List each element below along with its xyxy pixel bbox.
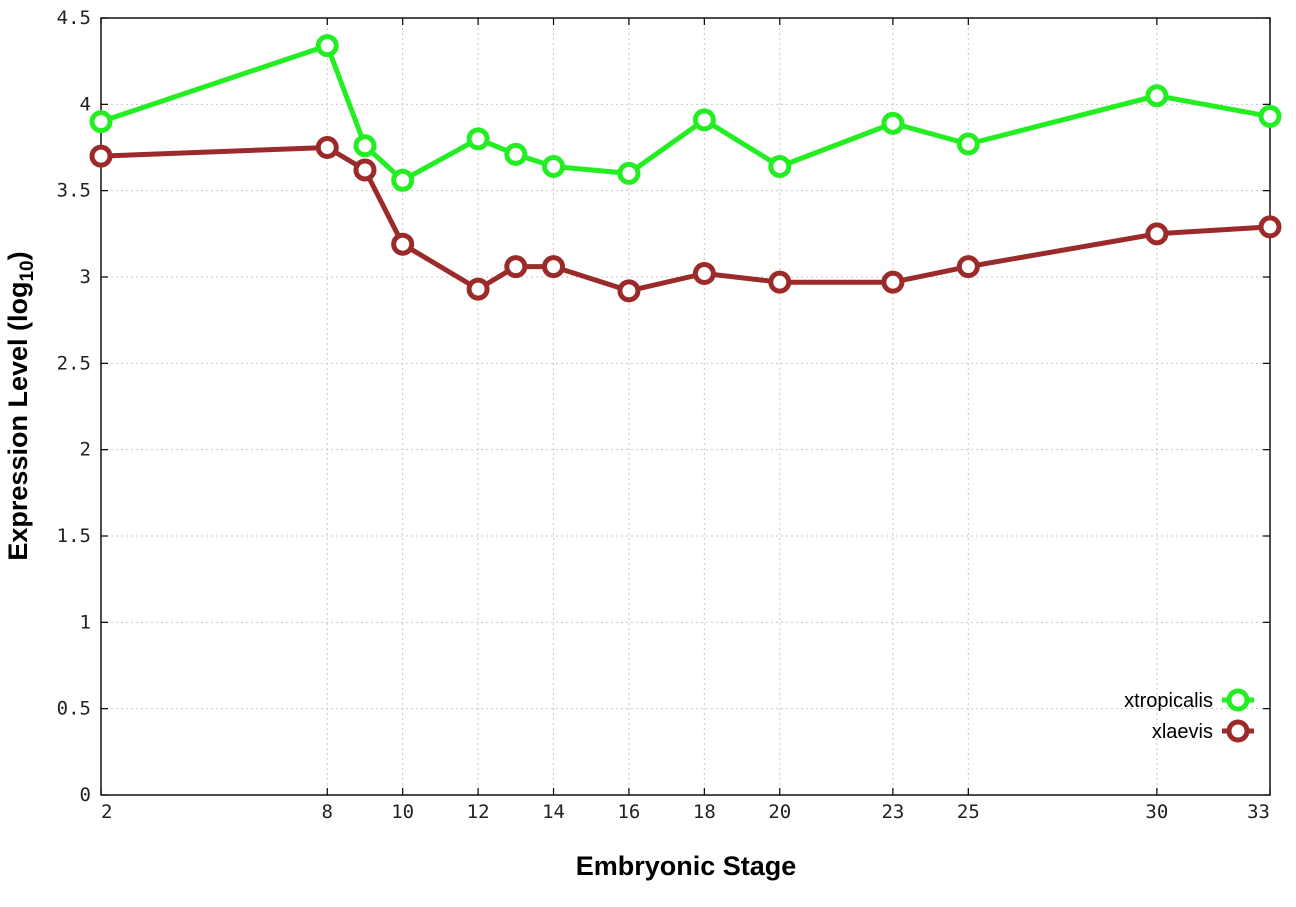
data-point-xlaevis: [466, 277, 490, 301]
x-tick-label: 14: [542, 801, 565, 823]
data-point-xlaevis: [956, 255, 980, 279]
legend-label-xtropicalis: xtropicalis: [1124, 690, 1213, 712]
y-tick-label: 4.5: [57, 7, 91, 29]
data-point-xtropicalis: [315, 34, 339, 58]
series-line-xlaevis: [98, 145, 1273, 294]
x-tick-label: 12: [467, 801, 490, 823]
plot-frame: [100, 17, 1271, 796]
data-point-xtropicalis: [1145, 84, 1169, 108]
series-lines: [89, 34, 1282, 303]
x-tick-label: 18: [693, 801, 716, 823]
axis-ticks: 0 0.5 1 1.5 2 2.5 3 3.5 4 4.5 2 8 10 12 14 16 18 20 23 25 30…: [57, 7, 1271, 823]
x-tick-label: 2: [101, 801, 112, 823]
x-tick-label: 16: [617, 801, 640, 823]
data-point-xtropicalis: [466, 127, 490, 151]
x-tick-label: 30: [1145, 801, 1168, 823]
data-point-xlaevis: [1145, 222, 1169, 246]
data-point-xtropicalis: [89, 110, 113, 134]
data-point-xtropicalis: [504, 142, 528, 166]
data-point-xlaevis: [391, 232, 415, 256]
data-point-xlaevis: [353, 158, 377, 182]
data-point-xtropicalis: [768, 154, 792, 178]
y-axis-title: Expression Level (log10): [3, 251, 38, 560]
data-point-xtropicalis: [353, 134, 377, 158]
x-tick-label: 23: [881, 801, 904, 823]
data-point-xlaevis: [881, 270, 905, 294]
x-axis-title: Embryonic Stage: [576, 851, 797, 881]
x-tick-label: 33: [1247, 801, 1270, 823]
data-point-xlaevis: [542, 255, 566, 279]
legend-swatch-xlaevis-marker: [1226, 719, 1250, 743]
y-tick-label: 4: [80, 93, 91, 115]
series-line-xtropicalis: [98, 43, 1273, 183]
y-tick-label: 3.5: [57, 180, 91, 202]
y-tick-label: 2: [80, 439, 91, 461]
y-tick-label: 3: [80, 266, 91, 288]
y-tick-label: 0: [80, 784, 91, 806]
legend: xtropicalis xlaevis: [1124, 688, 1254, 743]
y-tick-label: 1.5: [57, 525, 91, 547]
legend-swatch-xtropicalis-marker: [1226, 688, 1250, 712]
data-point-xlaevis: [617, 279, 641, 303]
data-point-xtropicalis: [391, 168, 415, 192]
data-point-xlaevis: [504, 255, 528, 279]
data-point-xlaevis: [315, 136, 339, 159]
data-point-xtropicalis: [692, 108, 716, 132]
y-tick-label: 2.5: [57, 352, 91, 374]
x-tick-label: 25: [957, 801, 980, 823]
x-tick-label: 8: [322, 801, 333, 823]
data-point-xtropicalis: [617, 161, 641, 185]
data-point-xlaevis: [89, 144, 113, 168]
y-tick-label: 0.5: [57, 698, 91, 720]
data-point-xlaevis: [1258, 215, 1282, 239]
data-point-xlaevis: [692, 262, 716, 286]
data-point-xtropicalis: [542, 154, 566, 178]
x-tick-label: 10: [391, 801, 414, 823]
data-point-xlaevis: [768, 270, 792, 294]
data-point-xtropicalis: [881, 111, 905, 135]
y-tick-label: 1: [80, 611, 91, 633]
data-point-xtropicalis: [1258, 104, 1282, 128]
data-point-xtropicalis: [956, 132, 980, 156]
x-tick-label: 20: [768, 801, 791, 823]
legend-label-xlaevis: xlaevis: [1152, 721, 1213, 743]
